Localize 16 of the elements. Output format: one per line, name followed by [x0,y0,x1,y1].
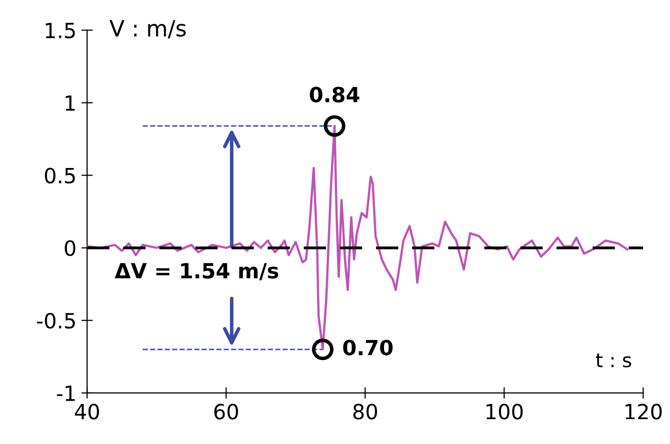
x-tick-label: 100 [486,404,523,420]
y-tick-label: 1 [66,95,75,111]
x-tick-label: 40 [74,404,99,420]
y-tick-label: -0.5 [37,312,75,329]
y-tick-label: 0 [64,240,76,256]
x-axis-title: t : s [596,353,632,368]
annotation: ΔV = 1.54 m/s [114,263,278,280]
y-axis-title: V : m/s [110,20,186,38]
x-tick-label: 60 [214,404,238,420]
annotation: 0.70 [343,340,393,356]
y-tick-label: -1 [56,386,75,401]
annotation: 0.84 [310,86,360,102]
x-tick-label: 80 [353,404,378,420]
y-tick-label: 1.5 [46,22,75,38]
x-tick-label: 120 [626,404,662,420]
y-tick-label: 0.5 [44,168,75,184]
